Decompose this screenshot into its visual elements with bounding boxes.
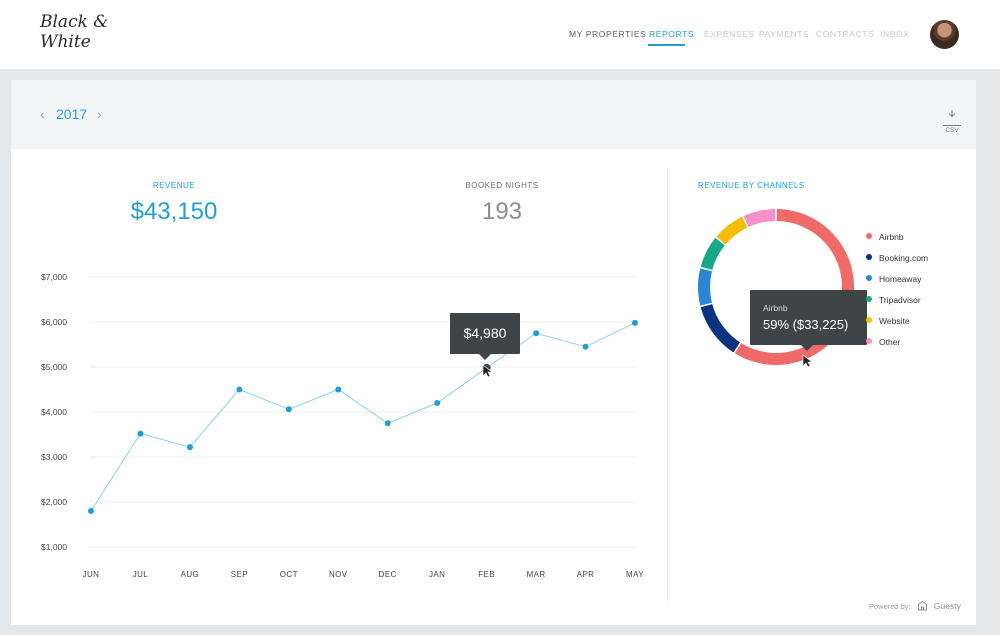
legend-booking[interactable]: Booking.com <box>866 253 928 263</box>
revenue-tooltip-arrow <box>479 354 491 360</box>
download-icon <box>948 110 956 118</box>
legend-label: Airbnb <box>879 232 904 242</box>
legend-label: Homeaway <box>879 274 922 284</box>
channel-tooltip-value: 59% ($33,225) <box>763 317 849 332</box>
line-chart-grid <box>90 276 636 548</box>
legend-label: Website <box>879 316 910 326</box>
donut-slice-airbnb[interactable] <box>734 209 854 365</box>
chevron-left-icon[interactable]: ‹ <box>40 106 45 122</box>
legend-dot <box>866 254 872 260</box>
legend-dot <box>866 296 872 302</box>
avatar[interactable] <box>930 20 959 49</box>
channel-tooltip-label: Airbnb <box>763 303 788 313</box>
legend-dot <box>866 338 872 344</box>
logo[interactable]: Black & White <box>40 12 109 52</box>
y-tick-label: $4,000 <box>41 407 67 417</box>
powered-by-label: Powered by: <box>869 602 911 611</box>
nav-reports[interactable]: REPORTS <box>649 29 695 39</box>
y-tick-label: $1,000 <box>41 542 67 552</box>
legend-label: Tripadvisor <box>879 295 921 305</box>
x-tick-label: FEB <box>478 570 495 579</box>
y-tick-label: $3,000 <box>41 452 67 462</box>
x-tick-label: MAR <box>527 570 546 579</box>
nav-inbox[interactable]: INBOX <box>880 29 910 39</box>
x-tick-label: MAY <box>626 570 644 579</box>
x-tick-label: JUL <box>133 570 149 579</box>
csv-label: CSV <box>943 125 961 134</box>
y-tick-label: $7,000 <box>41 272 67 282</box>
y-tick-label: $5,000 <box>41 362 67 372</box>
period-bar: ‹ 2017 › CSV <box>11 80 976 149</box>
legend-dot <box>866 317 872 323</box>
donut-slice-tripadvisor[interactable] <box>700 237 725 270</box>
data-point[interactable] <box>434 400 441 406</box>
x-tick-label: DEC <box>379 570 397 579</box>
revenue-tooltip-text: $4,980 <box>463 325 507 341</box>
channel-tooltip-arrow <box>801 345 813 351</box>
top-bar: Black & White MY PROPERTIES REPORTS EXPE… <box>0 0 1000 69</box>
powered-by: Powered by: Guesty <box>869 600 961 611</box>
booked-nights-value: 193 <box>481 198 523 225</box>
revenue-value: $43,150 <box>130 198 218 225</box>
year-selector[interactable]: 2017 <box>56 106 88 122</box>
donut-slice-website[interactable] <box>716 216 748 245</box>
legend-dot <box>866 233 872 239</box>
legend-dot <box>866 275 872 281</box>
data-point[interactable] <box>88 508 94 514</box>
legend-airbnb[interactable]: Airbnb <box>866 232 904 242</box>
csv-download-button[interactable]: CSV <box>943 106 961 134</box>
x-tick-label: JUN <box>83 570 100 579</box>
channel-tooltip: Airbnb 59% ($33,225) <box>750 290 867 345</box>
legend-label: Other <box>879 337 901 347</box>
y-axis-ticks: $1,000 $2,000 $3,000 $4,000 $5,000 $6,000 $7,0… <box>41 272 67 552</box>
x-tick-label: AUG <box>181 570 200 579</box>
guesty-logo-icon <box>917 600 927 611</box>
nav-active-underline <box>648 44 685 46</box>
data-point[interactable] <box>632 319 638 326</box>
data-point[interactable] <box>236 386 243 393</box>
booked-nights-label: BOOKED NIGHTS <box>465 181 539 190</box>
data-point[interactable] <box>582 343 589 350</box>
y-tick-label: $6,000 <box>41 317 67 327</box>
nav-payments[interactable]: PAYMENTS <box>759 29 810 39</box>
x-tick-label: SEP <box>231 570 248 579</box>
data-point[interactable] <box>335 386 342 393</box>
legend-homeaway[interactable]: Homeaway <box>866 274 922 284</box>
x-tick-label: OCT <box>280 570 298 579</box>
nav-my-properties[interactable]: MY PROPERTIES <box>569 29 647 39</box>
revenue-tooltip: $4,980 <box>450 313 520 354</box>
data-point[interactable] <box>137 430 144 437</box>
channels-donut <box>697 209 854 365</box>
donut-slice-homeaway[interactable] <box>697 268 712 306</box>
legend-website[interactable]: Website <box>866 316 910 326</box>
revenue-by-channels-title: REVENUE BY CHANNELS <box>698 181 805 190</box>
guesty-brand: Guesty <box>933 601 961 611</box>
x-tick-label: JAN <box>429 570 445 579</box>
legend-other[interactable]: Other <box>866 337 900 347</box>
donut-slice-bookingcom[interactable] <box>700 304 741 353</box>
chevron-right-icon[interactable]: › <box>97 106 102 122</box>
revenue-label: REVENUE <box>152 181 196 190</box>
data-point[interactable] <box>186 444 193 451</box>
nav-expenses[interactable]: EXPENSES <box>704 29 755 39</box>
data-point[interactable] <box>533 330 540 337</box>
donut-slice-other[interactable] <box>743 209 776 227</box>
legend-label: Booking.com <box>879 253 929 263</box>
x-tick-label: APR <box>577 570 595 579</box>
x-axis-ticks: JUN JUL AUG SEP OCT NOV DEC JAN FEB MAR APR MAY <box>83 570 644 579</box>
revenue-points <box>88 319 638 514</box>
y-tick-label: $2,000 <box>41 497 67 507</box>
revenue-line <box>90 322 636 512</box>
data-point[interactable] <box>285 406 292 413</box>
legend-tripadvisor[interactable]: Tripadvisor <box>866 295 921 305</box>
data-point[interactable] <box>384 420 391 427</box>
nav-contracts[interactable]: CONTRACTS <box>816 29 875 39</box>
section-divider <box>667 169 668 601</box>
x-tick-label: NOV <box>329 570 348 579</box>
cursor-icon <box>482 354 813 378</box>
